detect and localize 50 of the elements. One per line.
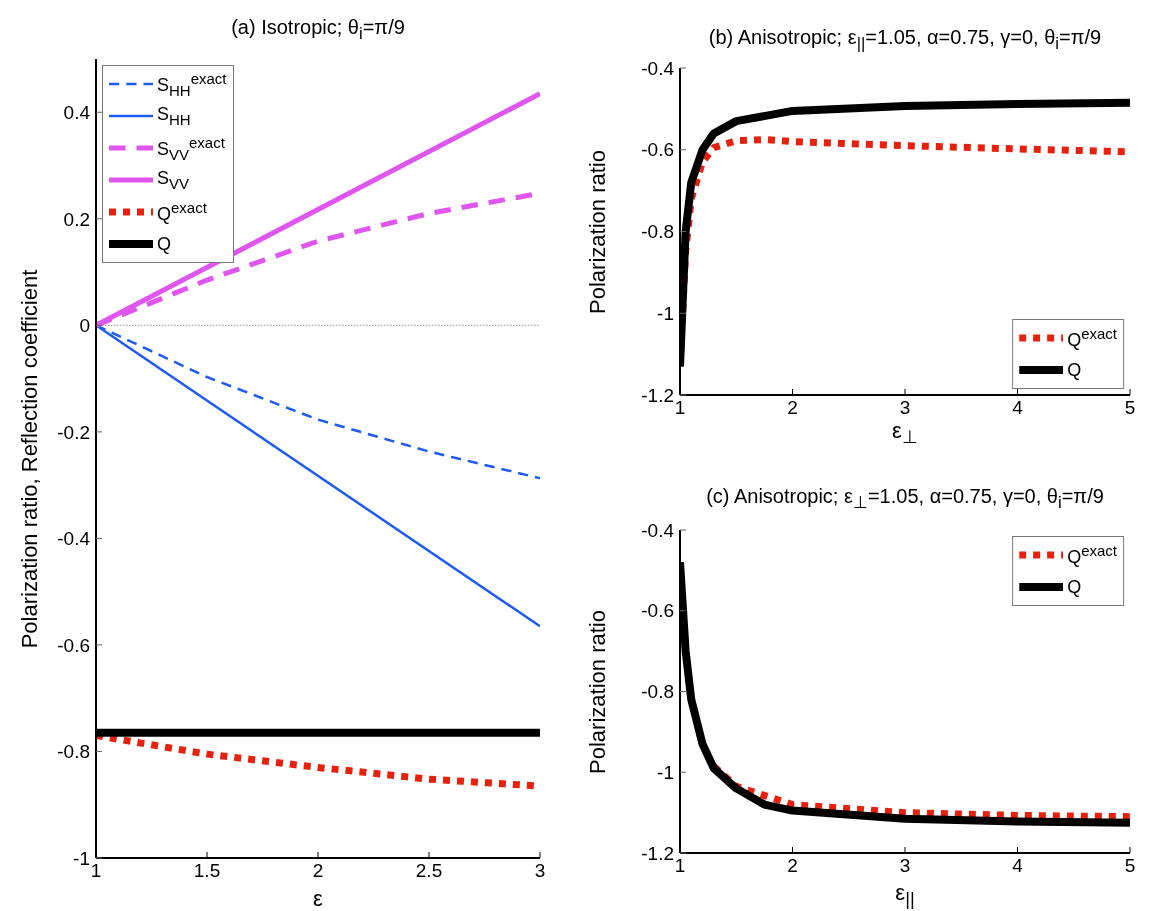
x-tick-label: 2 <box>787 855 798 877</box>
x-axis-title: ε$_{⊥}$ <box>892 418 918 449</box>
x-tick-label: 1 <box>674 397 686 419</box>
y-tick-label: 0.2 <box>63 208 90 230</box>
y-tick-label: -1 <box>657 302 674 324</box>
chart-title: (c) Anisotropic; ε$_{⊥}$=1.05, α=0.75, γ=0, θ$_{i}$=π/9 <box>706 485 1104 513</box>
x-tick-label: 4 <box>1012 855 1024 877</box>
y-tick-label: 0 <box>79 315 90 337</box>
y-tick-label: -1 <box>657 761 674 783</box>
x-tick-label: 3 <box>534 860 546 882</box>
x-tick-label: 1 <box>90 860 102 882</box>
y-tick-label: -1 <box>73 847 90 869</box>
x-tick-label: 4 <box>1012 397 1024 419</box>
x-tick-label: 2.5 <box>415 860 443 882</box>
x-tick-label: 5 <box>1124 397 1136 419</box>
y-tick-label: -0.4 <box>641 519 675 541</box>
legend-label: S$_{HH}$ <box>157 104 191 128</box>
legend-label: Q <box>157 233 172 255</box>
x-tick-label: 1 <box>674 855 686 877</box>
x-axis-title: ε <box>313 886 323 911</box>
y-tick-label: -0.8 <box>641 681 674 703</box>
y-tick-label: -0.6 <box>57 634 90 656</box>
y-tick-label: 0.4 <box>63 102 91 124</box>
y-tick-label: -0.6 <box>641 139 674 161</box>
legend-label: Q <box>1067 359 1082 381</box>
y-tick-label: -0.4 <box>641 57 675 79</box>
y-tick-label: -0.6 <box>641 600 674 622</box>
x-tick-label: 1.5 <box>193 860 221 882</box>
x-axis-title: ε$_{||}$ <box>895 880 915 911</box>
chart-title: (b) Anisotropic; ε$_{||}$=1.05, α=0.75, γ=0, θ$_{i}$=π/9 <box>708 26 1102 54</box>
y-axis-title: Polarization ratio <box>585 609 611 774</box>
x-tick-label: 5 <box>1124 855 1136 877</box>
x-tick-label: 2 <box>787 397 798 419</box>
y-tick-label: -0.8 <box>641 221 674 243</box>
y-tick-label: -1.2 <box>641 842 674 864</box>
legend-label: Q$^{exact}$ <box>157 199 207 225</box>
y-tick-label: -0.8 <box>57 741 90 763</box>
y-axis-title: Polarization ratio, Reflection coefficient <box>17 269 43 648</box>
y-tick-label: -1.2 <box>641 384 674 406</box>
chart-title: (a) Isotropic; θ$_{i}$=π/9 <box>231 16 405 44</box>
y-tick-label: -0.2 <box>57 421 90 443</box>
x-tick-label: 3 <box>899 855 911 877</box>
x-tick-label: 2 <box>312 860 324 882</box>
legend-label: Q <box>1067 576 1082 598</box>
y-tick-label: -0.4 <box>57 528 91 550</box>
legend-label: S$_{VV}$ <box>157 168 190 192</box>
x-tick-label: 3 <box>899 397 911 419</box>
legend-label: Q$^{exact}$ <box>1067 325 1117 351</box>
y-axis-title: Polarization ratio <box>585 149 611 314</box>
legend-label: Q$^{exact}$ <box>1067 542 1117 568</box>
